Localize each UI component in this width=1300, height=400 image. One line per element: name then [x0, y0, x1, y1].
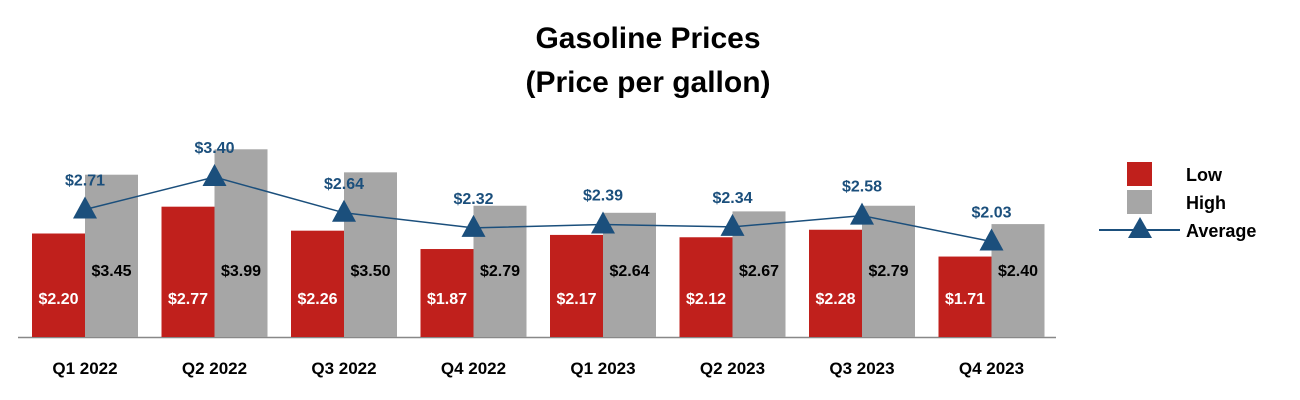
data-label-average-4: $2.39: [583, 188, 623, 205]
data-label-low-4: $2.17: [556, 291, 596, 308]
bar-high-2: [344, 172, 397, 337]
bar-low-2: [291, 230, 344, 337]
legend-label-high: High: [1186, 193, 1226, 213]
average-marker-0: [73, 196, 97, 219]
legend: Low High Average: [1099, 162, 1256, 241]
data-label-high-7: $2.40: [998, 263, 1038, 280]
data-label-high-1: $3.99: [221, 263, 261, 280]
data-label-high-0: $3.45: [91, 263, 131, 280]
data-label-high-6: $2.79: [868, 263, 908, 280]
average-marker-7: [979, 228, 1004, 251]
legend-marker-average: [1128, 217, 1152, 238]
x-tick-label-3: Q4 2022: [441, 359, 506, 378]
data-label-high-4: $2.64: [609, 263, 649, 280]
data-label-low-7: $1.71: [945, 291, 985, 308]
x-tick-label-0: Q1 2022: [52, 359, 117, 378]
data-label-high-2: $3.50: [350, 263, 390, 280]
data-label-average-6: $2.58: [842, 179, 882, 196]
bar-low-4: [550, 234, 603, 337]
data-label-low-0: $2.20: [38, 291, 78, 308]
average-marker-4: [591, 211, 615, 234]
bar-high-0: [85, 174, 138, 337]
data-label-average-1: $3.40: [194, 140, 234, 157]
bar-high-7: [991, 224, 1045, 337]
bar-high-6: [862, 205, 915, 337]
average-line: [84, 176, 992, 243]
chart-title-line-1: Gasoline Prices: [535, 22, 760, 55]
x-tick-label-5: Q2 2023: [700, 359, 765, 378]
data-label-high-3: $2.79: [480, 263, 520, 280]
data-label-low-6: $2.28: [815, 291, 855, 308]
x-tick-label-2: Q3 2022: [311, 359, 376, 378]
bar-low-7: [938, 256, 992, 337]
bar-low-5: [679, 237, 733, 337]
data-label-average-7: $2.03: [971, 204, 1011, 221]
x-tick-label-4: Q1 2023: [570, 359, 635, 378]
bar-high-1: [214, 149, 268, 337]
bar-low-3: [420, 249, 474, 337]
chart-title-line-2: (Price per gallon): [525, 66, 770, 99]
bar-low-0: [32, 233, 85, 337]
data-label-low-3: $1.87: [427, 291, 467, 308]
legend-label-average: Average: [1186, 221, 1256, 241]
data-label-average-3: $2.32: [453, 191, 493, 208]
legend-swatch-low: [1127, 162, 1152, 186]
data-label-average-0: $2.71: [65, 173, 105, 190]
data-label-low-2: $2.26: [297, 291, 337, 308]
average-marker-6: [850, 202, 874, 225]
average-marker-5: [720, 213, 745, 236]
average-marker-3: [461, 214, 486, 237]
x-tick-label-7: Q4 2023: [959, 359, 1024, 378]
bar-low-1: [161, 206, 215, 337]
x-tick-label-6: Q3 2023: [829, 359, 894, 378]
legend-label-low: Low: [1186, 165, 1223, 185]
data-label-low-1: $2.77: [168, 291, 208, 308]
data-label-average-5: $2.34: [712, 190, 752, 207]
plot-area: $2.20 $3.45 Q1 2022 $2.77 $3.99 Q2 2022 $2.26 $…: [18, 140, 1056, 378]
average-marker-1: [202, 164, 227, 187]
x-tick-label-1: Q2 2022: [182, 359, 247, 378]
average-marker-2: [332, 199, 356, 222]
legend-swatch-high: [1127, 190, 1152, 214]
data-label-high-5: $2.67: [739, 263, 779, 280]
data-label-low-5: $2.12: [686, 291, 726, 308]
data-label-average-2: $2.64: [324, 176, 364, 193]
bar-low-6: [809, 229, 862, 337]
